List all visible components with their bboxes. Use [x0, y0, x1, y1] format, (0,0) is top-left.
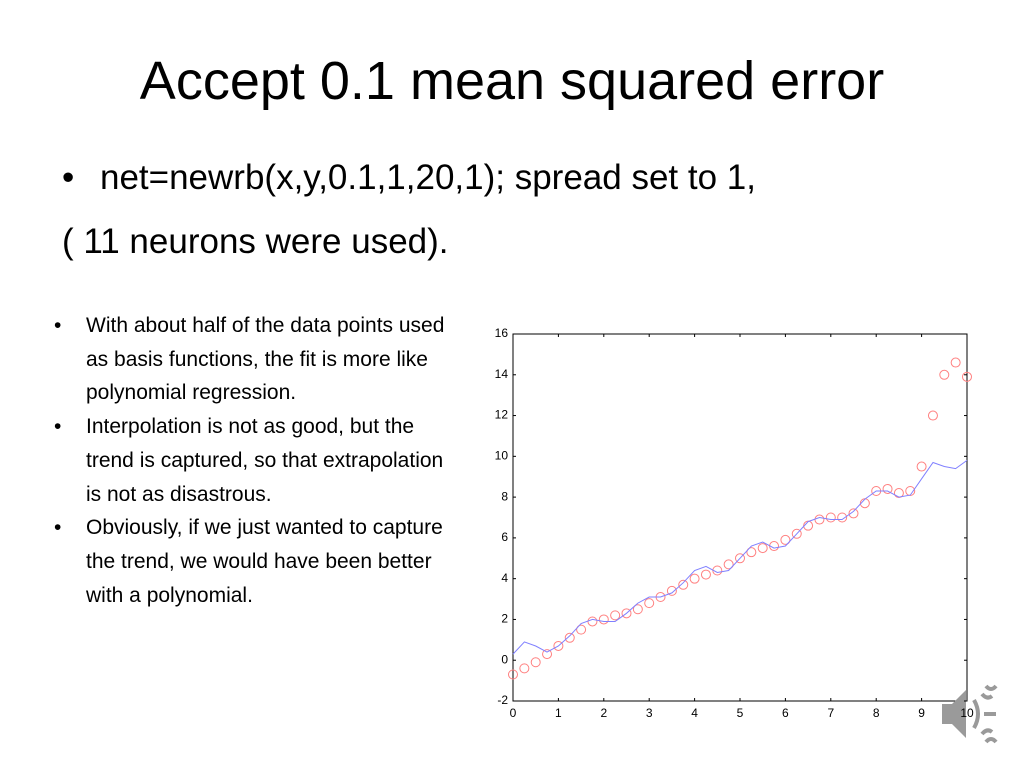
- x-tick-label: 8: [873, 706, 880, 720]
- data-point: [610, 610, 621, 621]
- fit-line: [512, 459, 968, 655]
- data-point: [962, 371, 972, 382]
- x-tick-label: 5: [737, 706, 744, 720]
- data-point: [621, 608, 632, 619]
- y-tick-label: 14: [495, 367, 509, 381]
- data-point: [735, 553, 745, 564]
- data-point: [576, 624, 587, 635]
- side-bullet: Interpolation is not as good, but the tr…: [54, 410, 448, 511]
- data-point: [587, 616, 598, 627]
- y-tick-label: 6: [501, 530, 508, 544]
- data-point: [508, 669, 518, 680]
- y-tick-label: 2: [501, 612, 508, 626]
- data-point: [825, 512, 836, 523]
- y-tick-label: 10: [495, 449, 509, 463]
- data-point: [632, 604, 643, 615]
- x-tick-label: 2: [600, 706, 607, 720]
- side-bullet: Obviously, if we just wanted to capture …: [54, 511, 448, 612]
- bullet-continuation: ( 11 neurons were used).: [62, 222, 449, 261]
- data-point: [678, 579, 689, 590]
- data-point: [950, 357, 961, 368]
- data-point: [564, 632, 575, 643]
- x-tick-label: 1: [555, 706, 562, 720]
- y-tick-label: -2: [497, 693, 508, 707]
- y-tick-label: 0: [501, 652, 508, 666]
- side-bullet: With about half of the data points used …: [54, 309, 448, 410]
- data-point: [837, 512, 848, 523]
- data-point: [666, 585, 677, 596]
- data-point: [519, 663, 530, 674]
- data-point: [542, 649, 553, 660]
- data-point: [791, 528, 802, 539]
- data-point: [916, 461, 927, 472]
- y-tick-label: 4: [501, 571, 508, 585]
- y-tick-label: 8: [501, 489, 508, 503]
- x-tick-label: 4: [691, 706, 698, 720]
- plot-frame: [512, 333, 968, 702]
- data-point: [723, 559, 734, 570]
- x-tick-label: 0: [510, 706, 517, 720]
- x-tick-label: 9: [918, 706, 925, 720]
- data-point: [939, 369, 950, 380]
- x-tick-label: 3: [646, 706, 653, 720]
- y-tick-label: 16: [495, 326, 509, 340]
- data-point: [700, 569, 711, 580]
- x-tick-label: 7: [827, 706, 834, 720]
- data-point: [780, 534, 791, 545]
- data-point: [644, 598, 655, 609]
- x-tick-label: 10: [960, 706, 974, 720]
- data-point: [882, 483, 893, 494]
- data-point: [553, 640, 564, 651]
- data-point: [530, 657, 541, 668]
- y-tick-label: 12: [495, 408, 509, 422]
- data-point: [848, 508, 859, 519]
- bullet: net=newrb(x,y,0.1,1,20,1); spread set to…: [62, 158, 756, 198]
- data-point: [814, 514, 825, 525]
- side-bullets: With about half of the data points used …: [54, 309, 448, 612]
- speaker-icon[interactable]: [942, 684, 998, 744]
- data-point: [927, 410, 938, 421]
- x-tick-label: 6: [782, 706, 789, 720]
- data-point: [746, 547, 757, 558]
- data-point: [598, 614, 609, 625]
- slide-title: Accept 0.1 mean squared error: [139, 51, 885, 111]
- data-point: [689, 573, 700, 584]
- data-point: [757, 543, 768, 554]
